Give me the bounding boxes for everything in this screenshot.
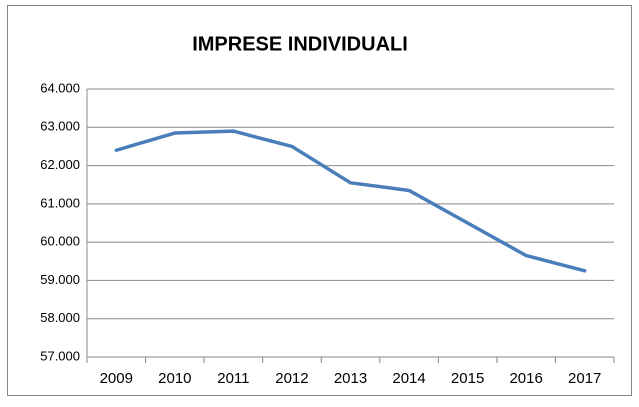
y-tick-label: 58.000: [40, 310, 80, 325]
y-tick-label: 61.000: [40, 195, 80, 210]
x-tick-label: 2009: [100, 370, 133, 387]
y-tick-label: 64.000: [40, 80, 80, 95]
y-tick-label: 63.000: [40, 119, 80, 134]
y-tick-label: 62.000: [40, 157, 80, 172]
chart-title: IMPRESE INDIVIDUALI: [192, 33, 408, 55]
x-tick-label: 2010: [158, 370, 191, 387]
y-tick-label: 57.000: [40, 348, 80, 363]
x-tick-label: 2012: [275, 370, 308, 387]
x-tick-label: 2015: [451, 370, 484, 387]
y-tick-label: 60.000: [40, 234, 80, 249]
x-tick-label: 2016: [509, 370, 542, 387]
x-tick-label: 2011: [217, 370, 249, 387]
x-tick-label: 2014: [392, 370, 425, 387]
y-tick-label: 59.000: [40, 272, 80, 287]
line-series: [114, 129, 587, 273]
chart-border: [7, 5, 632, 396]
x-tick-label: 2017: [568, 370, 601, 387]
x-tick-label: 2013: [334, 370, 367, 387]
